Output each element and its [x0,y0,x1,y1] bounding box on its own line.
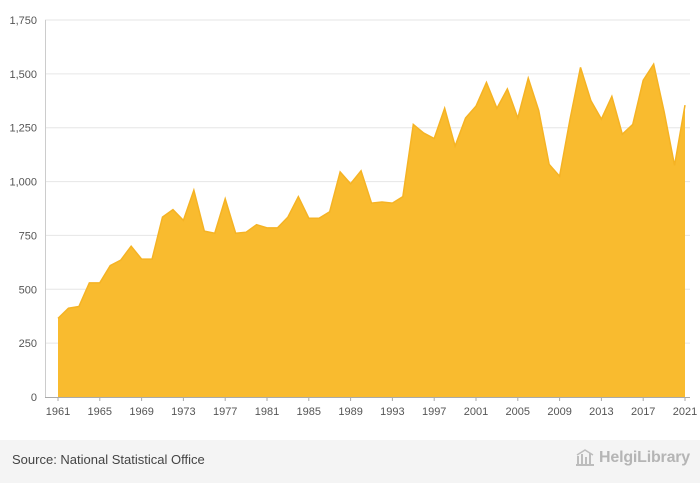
plot-area [57,62,686,397]
x-tick-label: 1981 [255,406,279,418]
y-axis-tick-labels: 0 250 500 750 1,000 1,250 1,500 1,750 [9,15,37,404]
x-tick-label: 2017 [631,406,655,418]
x-axis-tick-labels: 1961 1965 1969 1973 1977 1981 1985 1989 1993 1997… [46,406,697,418]
y-tick-label: 250 [19,338,37,350]
y-tick-label: 1,500 [9,69,37,81]
x-tick-label: 2021 [673,406,697,418]
y-tick-label: 500 [19,284,37,296]
x-tick-label: 2001 [464,406,488,418]
y-tick-label: 0 [31,392,37,404]
x-tick-label: 1977 [213,406,237,418]
y-tick-label: 750 [19,230,37,242]
library-icon [576,449,595,466]
x-tick-label: 1973 [171,406,195,418]
x-tick-label: 1965 [88,406,112,418]
x-tick-label: 2005 [506,406,530,418]
x-tick-label: 1961 [46,406,70,418]
y-tick-label: 1,000 [9,177,37,189]
x-tick-label: 1993 [380,406,404,418]
brand-name: HelgiLibrary [599,449,690,466]
y-tick-label: 1,250 [9,123,37,135]
chart-footer: Source: National Statistical Office Helg… [0,440,700,483]
y-tick-label: 1,750 [9,15,37,27]
brand-logo[interactable]: HelgiLibrary [575,449,690,467]
source-note: Source: National Statistical Office [12,452,205,467]
x-tick-label: 2009 [547,406,571,418]
axes [45,20,690,401]
x-tick-label: 1985 [297,406,321,418]
x-tick-label: 1989 [338,406,362,418]
x-tick-label: 1969 [129,406,153,418]
x-tick-label: 1997 [422,406,446,418]
x-tick-label: 2013 [589,406,613,418]
area-series [58,64,685,397]
